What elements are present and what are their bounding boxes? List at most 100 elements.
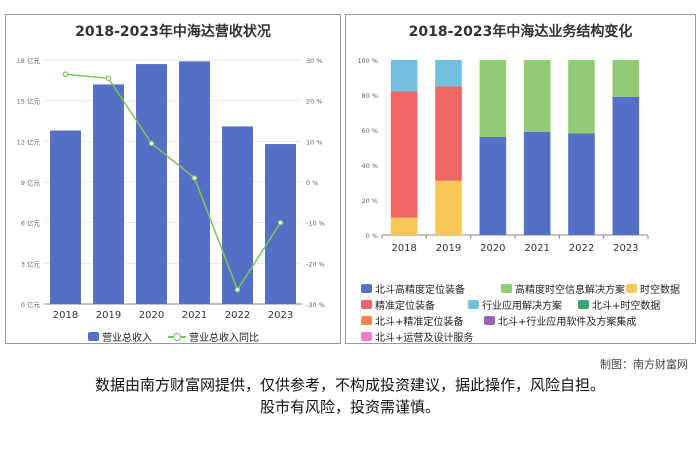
x-tick-label: 2023 [613,243,638,254]
business-structure-title: 2018-2023年中海达业务结构变化 [408,24,633,40]
x-tick-label: 2019 [96,310,121,321]
y-tick-label: 100 % [357,57,378,65]
x-tick-label: 2018 [53,310,78,321]
x-tick-label: 2021 [524,243,549,254]
stack-segment [479,137,507,235]
stack-segment [612,96,640,235]
legend-item: 精准定位装备 [361,297,435,312]
legend-label: 营业总收入 [102,333,152,344]
stack-segment [390,91,418,218]
x-tick-label: 2022 [225,310,250,321]
y-right-tick-label: 10 % [306,138,323,146]
business-structure-panel: 2018-2023年中海达业务结构变化 0 % 20 % 40 % 60 % 80 % 1… [345,14,696,344]
legend-swatch [484,316,495,325]
stack-segment [612,60,640,97]
legend-item: 北斗高精度定位装备 [361,281,465,296]
x-tick-label: 2019 [436,243,461,254]
revenue-bar [50,130,81,304]
y-tick-label: 0 % [366,232,378,240]
y-left-tick-label: 15 亿元 [17,97,41,106]
yoy-point [191,175,198,181]
y-left-tick-label: 12 亿元 [17,137,41,146]
stack-segment [568,133,595,235]
y-right-tick-label: -30 % [306,301,325,309]
x-tick-label: 2021 [182,310,207,321]
legend-label: 时空数据 [640,285,680,296]
stack-segment [390,60,418,92]
legend-item: 北斗+精准定位装备 [361,313,463,328]
stack-segment [435,86,462,181]
y-right-tick-label: -20 % [306,260,325,268]
legend-swatch [361,300,372,309]
y-left-tick-label: 6 亿元 [21,219,41,228]
revenue-chart-title: 2018-2023年中海达营收状况 [75,24,271,40]
y-right-tick-label: -10 % [306,220,325,228]
revenue-bar [136,64,167,304]
legend-label: 北斗高精度定位装备 [375,285,465,296]
yoy-point [148,140,155,147]
stack-segment [523,131,551,235]
legend-label: 北斗+精准定位装备 [375,317,464,328]
revenue-bar [179,61,210,304]
disclaimer-line-2: 股市有风险，投资需谨慎。 [259,398,440,416]
yoy-line [65,73,282,292]
x-tick-label: 2020 [139,310,164,321]
legend-label: 北斗+行业应用软件及方案集成 [498,317,637,328]
y-left-tick-label: 18 亿元 [17,56,41,65]
stack-segment [479,60,507,137]
stack-segment [435,60,462,87]
disclaimer: 数据由南方财富网提供，仅供参考，不构成投资建议，据此操作，风险自担。 股市有风险… [0,374,700,418]
y-tick-label: 80 % [361,92,378,100]
disclaimer-line-1: 数据由南方财富网提供，仅供参考，不构成投资建议，据此操作，风险自担。 [94,376,605,394]
y-tick-label: 40 % [361,162,378,170]
yoy-point [105,75,112,82]
yoy-point [277,219,284,226]
revenue-bar [93,84,124,305]
legend-item: 行业应用解决方案 [468,297,562,312]
stack-segment [390,217,418,235]
y-right-tick-label: 0 % [306,179,318,187]
yoy-point [62,71,69,78]
revenue-chart-svg: 0 亿元 3 亿元 6 亿元 9 亿元 12 亿元 15 亿元 18 亿元 -30 % -20 … [17,56,325,321]
y-tick-label: 20 % [361,197,378,205]
legend-label: 行业应用解决方案 [482,301,562,312]
stack-segment [523,60,551,132]
legend-item: 北斗+时空数据 [578,297,660,312]
y-tick-label: 60 % [361,127,378,135]
legend-item: 营业总收入同比 [168,329,259,344]
legend-item: 时空数据 [626,281,680,296]
y-left-tick-label: 9 亿元 [21,178,41,187]
y-right-tick-label: 20 % [306,98,323,106]
legend-swatch [361,332,372,341]
legend-swatch [88,332,99,341]
x-tick-label: 2023 [268,310,293,321]
y-left-tick-label: 3 亿元 [21,259,41,268]
legend-label: 精准定位装备 [375,301,435,312]
legend-item: 高精度时空信息解决方案 [501,281,625,296]
business-structure-svg: 0 % 20 % 40 % 60 % 80 % 100 % 2018 2019 2020 2021… [357,57,649,254]
legend-swatch [626,284,637,293]
legend-label: 高精度时空信息解决方案 [515,285,625,296]
legend-swatch [361,316,372,325]
legend-line-swatch [168,332,186,341]
legend-item: 北斗+行业应用软件及方案集成 [484,313,636,328]
legend-label: 北斗+时空数据 [592,301,661,312]
revenue-bar [222,126,253,304]
stack-segment [435,180,462,235]
legend-label: 北斗+运营及设计服务 [375,333,474,344]
legend-item: 北斗+运营及设计服务 [361,329,473,344]
yoy-point [234,286,241,293]
legend-swatch [578,300,589,309]
y-right-tick-label: 30 % [306,57,323,65]
x-tick-label: 2022 [569,243,594,254]
y-left-tick-label: 0 亿元 [21,300,41,309]
source-credit: 制图：南方财富网 [600,358,688,371]
legend-swatch [361,284,372,293]
legend-swatch [468,300,479,309]
legend-swatch [501,284,512,293]
legend-label: 营业总收入同比 [189,333,259,344]
x-tick-label: 2018 [391,243,416,254]
revenue-chart-panel: 2018-2023年中海达营收状况 0 亿元 3 亿元 6 亿元 9 亿元 12 亿元 1… [5,14,341,344]
stack-segment [568,60,595,134]
legend-item: 营业总收入 [88,329,152,344]
